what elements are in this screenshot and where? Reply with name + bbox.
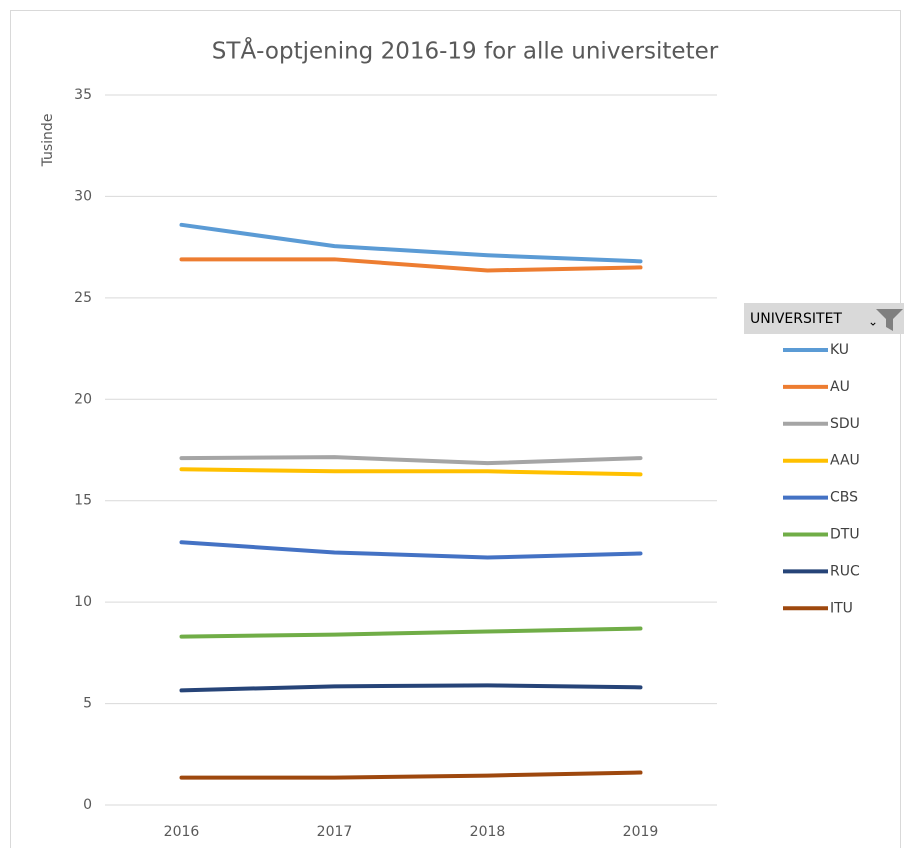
y-tick-label: 10 xyxy=(74,594,92,610)
legend-title-box xyxy=(744,303,904,334)
series-line xyxy=(179,683,643,693)
legend-label: SDU xyxy=(830,416,860,432)
series-line xyxy=(179,257,643,273)
legend-header[interactable]: UNIVERSITET ⌄ xyxy=(744,303,904,334)
legend-label: AU xyxy=(830,379,850,395)
y-tick-label: 0 xyxy=(83,797,92,813)
chart-border xyxy=(10,10,901,848)
series-line xyxy=(179,455,643,466)
dropdown-arrow: ⌄ xyxy=(868,315,878,329)
y-tick-label: 35 xyxy=(74,87,92,103)
series-line xyxy=(179,770,643,780)
legend-label: KU xyxy=(830,342,849,358)
chart-title: STÅ-optjening 2016-19 for alle universit… xyxy=(212,37,719,65)
y-tick-label: 20 xyxy=(74,391,92,407)
legend-label: RUC xyxy=(830,563,860,579)
legend-label: CBS xyxy=(830,490,858,506)
series-line xyxy=(179,540,643,560)
y-tick-label: 30 xyxy=(74,188,92,204)
y-tick-label: 25 xyxy=(74,290,92,306)
x-tick-label: 2017 xyxy=(317,824,353,840)
y-axis-label: Tusinde xyxy=(40,114,56,168)
series-line xyxy=(179,222,643,264)
legend-label: AAU xyxy=(830,453,860,469)
x-tick-label: 2016 xyxy=(164,824,200,840)
legend-title: UNIVERSITET xyxy=(750,311,842,327)
series-line xyxy=(179,467,643,477)
y-tick-label: 5 xyxy=(83,696,92,712)
x-tick-label: 2019 xyxy=(623,824,659,840)
legend-label: ITU xyxy=(830,600,853,616)
filter-icon xyxy=(876,309,903,331)
y-tick-label: 15 xyxy=(74,493,92,509)
x-tick-label: 2018 xyxy=(470,824,506,840)
legend-label: DTU xyxy=(830,527,860,543)
series-line xyxy=(179,626,643,639)
